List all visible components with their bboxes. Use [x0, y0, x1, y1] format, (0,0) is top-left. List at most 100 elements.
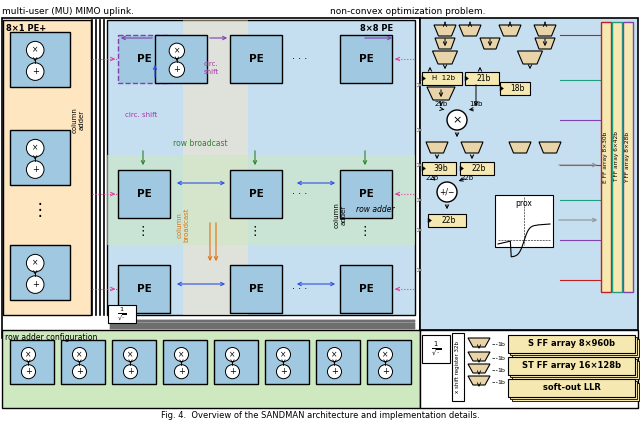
Polygon shape — [422, 76, 426, 81]
Text: H  12b: H 12b — [433, 75, 456, 81]
Text: ×: × — [179, 350, 185, 359]
Polygon shape — [499, 25, 521, 36]
Text: 21b: 21b — [435, 101, 447, 107]
Text: ×: × — [32, 46, 38, 55]
Text: $\frac{1}{\sqrt{\cdot}}$: $\frac{1}{\sqrt{\cdot}}$ — [117, 305, 127, 323]
Text: column
adder: column adder — [333, 202, 346, 228]
Bar — [422, 162, 456, 175]
Bar — [61, 340, 105, 384]
Bar — [508, 357, 635, 375]
Circle shape — [26, 139, 44, 157]
Text: PE: PE — [136, 54, 152, 64]
Bar — [108, 305, 136, 323]
Text: ×: × — [452, 115, 461, 125]
Bar — [422, 335, 450, 363]
Bar — [367, 340, 411, 384]
Text: ×: × — [26, 350, 31, 359]
Bar — [510, 359, 637, 377]
Polygon shape — [518, 51, 543, 64]
Circle shape — [72, 348, 86, 362]
Circle shape — [175, 365, 189, 379]
Bar — [460, 162, 494, 175]
Text: +: + — [229, 367, 236, 376]
Bar — [2, 18, 420, 338]
Polygon shape — [435, 38, 455, 49]
Bar — [10, 340, 54, 384]
Circle shape — [124, 365, 138, 379]
Bar — [107, 20, 415, 315]
Text: +: + — [280, 367, 287, 376]
Bar — [420, 330, 638, 408]
Bar — [118, 35, 170, 83]
Text: E FF array 8×30b: E FF array 8×30b — [604, 131, 609, 183]
Circle shape — [276, 348, 291, 362]
Circle shape — [447, 110, 467, 130]
Circle shape — [378, 365, 392, 379]
Polygon shape — [468, 376, 490, 385]
Text: 18b: 18b — [510, 84, 524, 93]
Circle shape — [22, 348, 36, 362]
Circle shape — [124, 348, 138, 362]
Text: PE: PE — [248, 284, 264, 294]
Bar — [163, 340, 207, 384]
Circle shape — [378, 348, 392, 362]
Polygon shape — [539, 142, 561, 153]
Text: · · ·: · · · — [292, 54, 308, 64]
Polygon shape — [509, 142, 531, 153]
Text: ×: × — [76, 350, 83, 359]
Text: +: + — [178, 367, 185, 376]
Text: +: + — [32, 280, 38, 289]
Text: x shift register 32b: x shift register 32b — [456, 341, 461, 393]
Text: PE: PE — [136, 189, 152, 199]
Text: +: + — [32, 165, 38, 174]
Text: prox: prox — [516, 199, 532, 208]
Polygon shape — [433, 51, 458, 64]
Bar — [155, 35, 207, 83]
Polygon shape — [500, 86, 504, 91]
Text: column
adder: column adder — [72, 107, 84, 133]
Text: S FF array 8×960b: S FF array 8×960b — [528, 340, 615, 348]
Bar — [265, 340, 309, 384]
Circle shape — [328, 365, 342, 379]
Text: non-convex optimization problem.: non-convex optimization problem. — [330, 7, 486, 16]
Text: 1b: 1b — [497, 342, 505, 346]
Polygon shape — [426, 142, 448, 153]
Polygon shape — [461, 142, 483, 153]
Bar — [340, 170, 392, 218]
Polygon shape — [434, 25, 456, 36]
Bar — [495, 195, 553, 247]
Text: PE: PE — [248, 189, 264, 199]
Text: Y FF array 8×28b: Y FF array 8×28b — [625, 132, 630, 183]
Bar — [118, 170, 170, 218]
Text: +: + — [173, 65, 180, 74]
Text: +/−: +/− — [439, 187, 454, 196]
Text: 1b: 1b — [497, 380, 505, 385]
Bar — [10, 32, 70, 87]
Text: ×: × — [173, 46, 180, 55]
Bar — [3, 20, 91, 315]
Circle shape — [169, 62, 184, 77]
Text: Fig. 4.  Overview of the SANDMAN architecture and implementation details.: Fig. 4. Overview of the SANDMAN architec… — [161, 411, 479, 420]
Text: column
broadcast: column broadcast — [177, 208, 189, 242]
Text: 22b: 22b — [442, 216, 456, 225]
Text: 18b: 18b — [469, 101, 483, 107]
Bar — [10, 245, 70, 300]
Polygon shape — [460, 166, 463, 171]
Bar — [2, 330, 420, 408]
Text: ⋮: ⋮ — [249, 225, 261, 239]
Text: 8×8 PE: 8×8 PE — [360, 24, 393, 33]
Text: PE: PE — [248, 54, 264, 64]
Circle shape — [437, 182, 457, 202]
Text: row adder configuration: row adder configuration — [5, 333, 97, 342]
Bar — [508, 335, 635, 353]
Circle shape — [26, 161, 44, 178]
Text: PE: PE — [358, 284, 373, 294]
Bar — [512, 339, 639, 357]
Text: +: + — [76, 367, 83, 376]
Text: PE: PE — [136, 284, 152, 294]
Text: 22b: 22b — [426, 175, 438, 181]
Bar — [112, 340, 156, 384]
Text: 21b: 21b — [477, 74, 491, 83]
Text: PE: PE — [358, 54, 373, 64]
Text: circ.
shift: circ. shift — [204, 61, 220, 75]
